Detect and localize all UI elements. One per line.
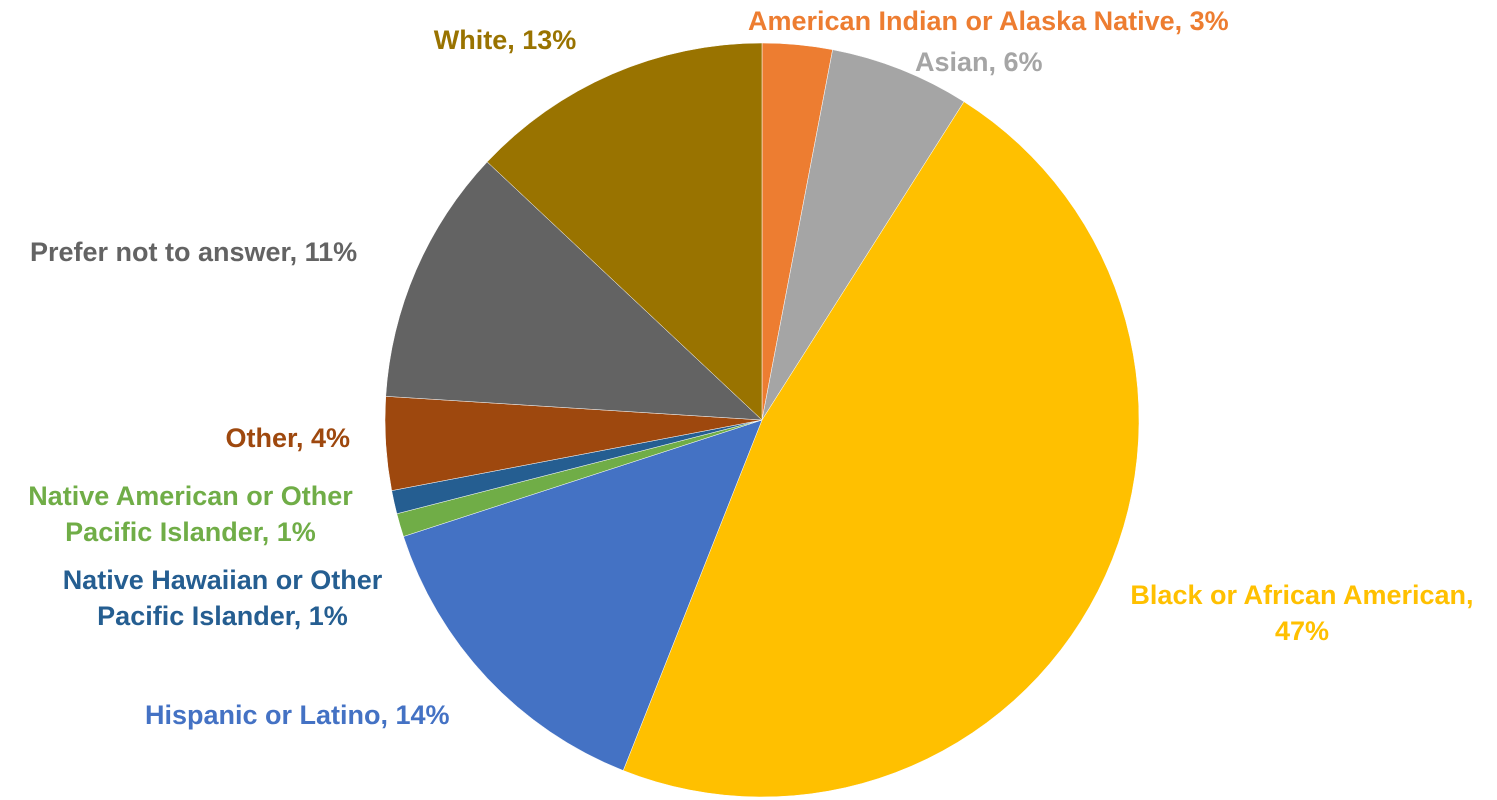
pie-slice-asian	[761, 49, 965, 421]
data-label-line: Pacific Islander, 1%	[65, 517, 316, 547]
data-label-other: Other, 4%	[150, 420, 350, 456]
data-label-black-or-african-american: Black or African American, 47%	[1112, 577, 1492, 649]
data-label-line: Hispanic or Latino, 14%	[145, 700, 450, 730]
data-label-line: Other, 4%	[225, 423, 350, 453]
data-label-asian: Asian, 6%	[915, 44, 1075, 80]
data-label-line: White, 13%	[433, 25, 577, 55]
data-label-line: Native American or Other	[28, 481, 353, 511]
data-label-american-indian-or-alaska-native: American Indian or Alaska Native, 3%	[748, 3, 1268, 39]
data-label-white: White, 13%	[405, 22, 605, 58]
data-label-line: 47%	[1274, 616, 1330, 646]
pie-slice-black-or-african-american	[622, 101, 1140, 798]
pie-slice-prefer-not-to-answer	[385, 161, 763, 421]
data-label-prefer-not-to-answer: Prefer not to answer, 11%	[30, 234, 400, 270]
data-label-line: Black or African American,	[1130, 580, 1474, 610]
data-label-line: American Indian or Alaska Native, 3%	[748, 6, 1229, 36]
data-label-line: Native Hawaiian or Other	[62, 565, 383, 595]
data-label-line: Prefer not to answer, 11%	[30, 237, 358, 267]
data-label-hispanic-or-latino: Hispanic or Latino, 14%	[145, 697, 475, 733]
data-label-line: Asian, 6%	[915, 47, 1043, 77]
data-label-native-hawaiian-or-other-pacific-islander: Native Hawaiian or Other Pacific Islander…	[40, 562, 405, 634]
pie-slice-white	[486, 42, 763, 421]
data-label-line: Pacific Islander, 1%	[97, 601, 348, 631]
data-label-native-american-or-other-pacific-islander: Native American or Other Pacific Islander…	[8, 478, 373, 550]
